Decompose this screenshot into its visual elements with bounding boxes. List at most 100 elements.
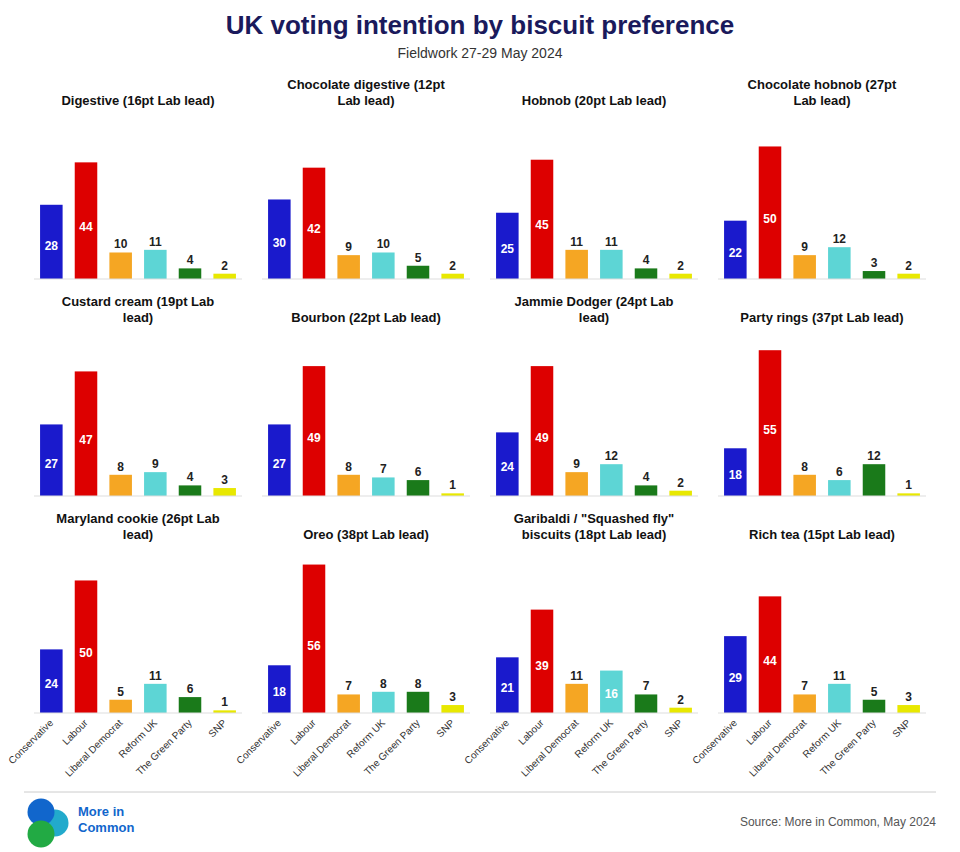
data-label: 11 bbox=[149, 235, 162, 249]
bar bbox=[268, 424, 291, 496]
subtitle: Fieldwork 27-29 May 2024 bbox=[398, 45, 563, 61]
data-label: 24 bbox=[501, 460, 515, 474]
source: Source: More in Common, May 2024 bbox=[740, 815, 936, 829]
bar bbox=[441, 274, 464, 279]
data-label: 11 bbox=[570, 235, 583, 249]
data-label: 8 bbox=[345, 460, 352, 474]
category-label: Labour bbox=[744, 717, 774, 747]
bar bbox=[793, 255, 816, 279]
small-multiple: Bourbon (22pt Lab lead)27498761 bbox=[262, 310, 470, 496]
background bbox=[0, 0, 960, 852]
bar bbox=[863, 271, 886, 279]
data-label: 39 bbox=[535, 659, 549, 673]
data-labels: 27498761 bbox=[273, 431, 457, 493]
bars bbox=[496, 610, 692, 713]
bar bbox=[565, 684, 588, 713]
data-label: 8 bbox=[415, 677, 422, 691]
data-labels: 18567883 bbox=[273, 639, 457, 704]
bar bbox=[303, 366, 326, 496]
bars bbox=[724, 350, 920, 496]
chart-title: Maryland cookie (26pt Lablead) bbox=[56, 511, 219, 542]
data-label: 49 bbox=[535, 431, 549, 445]
bars bbox=[40, 371, 236, 496]
bar bbox=[600, 671, 623, 713]
data-label: 8 bbox=[801, 460, 808, 474]
data-label: 11 bbox=[570, 669, 583, 683]
logo: More inCommon bbox=[28, 799, 135, 848]
bar bbox=[759, 596, 782, 713]
data-label: 22 bbox=[729, 246, 743, 260]
data-label: 50 bbox=[79, 646, 93, 660]
chart-title: Digestive (16pt Lab lead) bbox=[61, 93, 214, 108]
data-label: 1 bbox=[221, 695, 228, 709]
bar bbox=[407, 692, 430, 713]
chart-title: Chocolate digestive (12ptLab lead) bbox=[287, 77, 445, 108]
chart-title: Hobnob (20pt Lab lead) bbox=[522, 93, 666, 108]
data-label: 11 bbox=[149, 669, 162, 683]
data-label: 7 bbox=[643, 679, 650, 693]
baseline bbox=[490, 496, 698, 497]
baseline bbox=[718, 713, 926, 714]
baseline bbox=[262, 279, 470, 280]
category-label: Liberal Democrat bbox=[63, 717, 125, 779]
category-label: Liberal Democrat bbox=[747, 717, 809, 779]
bar bbox=[109, 475, 132, 496]
data-label: 56 bbox=[307, 639, 321, 653]
bar bbox=[109, 252, 132, 279]
text-line: Lab lead) bbox=[793, 93, 850, 108]
small-multiple: Chocolate hobnob (27ptLab lead)225091232 bbox=[718, 77, 926, 279]
bar bbox=[565, 250, 588, 279]
data-label: 44 bbox=[763, 654, 777, 668]
category-label: SNP bbox=[206, 717, 229, 740]
bar bbox=[75, 371, 98, 496]
baseline bbox=[490, 279, 698, 280]
bar bbox=[144, 472, 167, 496]
data-label: 4 bbox=[643, 470, 650, 484]
bar bbox=[724, 221, 747, 279]
bar bbox=[635, 485, 658, 496]
data-label: 2 bbox=[905, 259, 912, 273]
category-label: Conservative bbox=[6, 717, 55, 766]
data-label: 5 bbox=[117, 685, 124, 699]
data-labels: 2545111142 bbox=[501, 218, 685, 272]
category-label: Liberal Democrat bbox=[519, 717, 581, 779]
small-multiple: Party rings (37pt Lab lead)185586121 bbox=[718, 310, 926, 496]
text-line: biscuits (18pt Lab lead) bbox=[522, 527, 666, 542]
data-label: 27 bbox=[273, 457, 287, 471]
bar bbox=[268, 665, 291, 713]
bars bbox=[268, 565, 464, 713]
small-multiple: Oreo (38pt Lab lead)18567883Conservative… bbox=[234, 527, 470, 779]
category-label: Labour bbox=[288, 717, 318, 747]
text-line: Garibaldi / "Squashed fly" bbox=[514, 511, 674, 526]
data-label: 5 bbox=[871, 685, 878, 699]
footer-rule bbox=[24, 792, 936, 793]
bar bbox=[600, 464, 623, 496]
bars bbox=[496, 160, 692, 279]
bar bbox=[897, 274, 920, 279]
small-multiple: Maryland cookie (26pt Lablead)245051161C… bbox=[6, 511, 242, 779]
small-multiple: Custard cream (19pt Lablead)27478943 bbox=[34, 294, 242, 496]
text-line: Maryland cookie (26pt Lab bbox=[56, 511, 219, 526]
logo-text: More inCommon bbox=[78, 804, 134, 835]
bar bbox=[407, 480, 430, 496]
data-label: 6 bbox=[415, 465, 422, 479]
data-label: 9 bbox=[573, 457, 580, 471]
text-line: Chocolate digestive (12pt bbox=[287, 77, 445, 92]
baseline bbox=[34, 279, 242, 280]
chart-title: Oreo (38pt Lab lead) bbox=[303, 527, 429, 542]
text-line: Rich tea (15pt Lab lead) bbox=[749, 527, 895, 542]
data-label: 8 bbox=[380, 677, 387, 691]
data-label: 2 bbox=[677, 259, 684, 273]
text-line: Digestive (16pt Lab lead) bbox=[61, 93, 214, 108]
baseline bbox=[34, 496, 242, 497]
data-labels: 2844101142 bbox=[45, 220, 229, 273]
data-label: 49 bbox=[307, 431, 321, 445]
bar bbox=[724, 636, 747, 713]
category-label: SNP bbox=[434, 717, 457, 740]
bar bbox=[337, 475, 360, 496]
data-label: 12 bbox=[605, 449, 619, 463]
data-label: 1 bbox=[905, 478, 912, 492]
data-label: 24 bbox=[45, 677, 59, 691]
data-label: 3 bbox=[871, 256, 878, 270]
category-label: SNP bbox=[662, 717, 685, 740]
